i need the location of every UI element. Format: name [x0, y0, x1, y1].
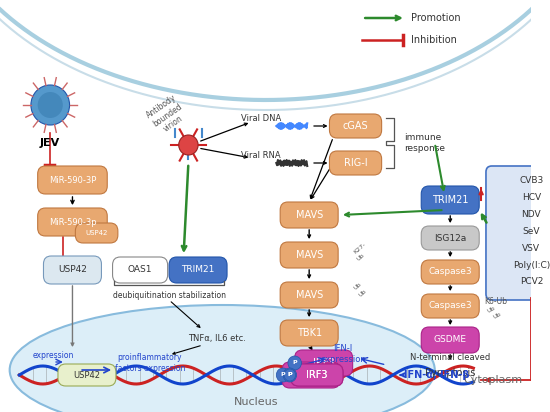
- FancyBboxPatch shape: [421, 327, 479, 353]
- Text: Inhibition: Inhibition: [411, 35, 456, 45]
- Text: RIG-I: RIG-I: [344, 158, 367, 168]
- Text: Poly(I:C): Poly(I:C): [513, 260, 550, 269]
- FancyBboxPatch shape: [113, 257, 168, 283]
- FancyBboxPatch shape: [75, 223, 118, 243]
- Text: USP42: USP42: [58, 265, 87, 274]
- Text: MAVS: MAVS: [295, 210, 323, 220]
- Text: P: P: [288, 372, 292, 377]
- Text: proinflammatory
factors expression: proinflammatory factors expression: [114, 353, 185, 373]
- Text: VSV: VSV: [522, 243, 540, 253]
- FancyBboxPatch shape: [38, 208, 107, 236]
- Text: TRIM21: TRIM21: [182, 265, 214, 274]
- Text: Cytoplasm: Cytoplasm: [463, 375, 522, 385]
- Text: cGAS: cGAS: [343, 121, 368, 131]
- Ellipse shape: [10, 305, 434, 412]
- FancyBboxPatch shape: [421, 294, 479, 318]
- Text: IFN-I
expression: IFN-I expression: [320, 344, 366, 364]
- Text: Ub: Ub: [355, 253, 365, 262]
- Circle shape: [38, 92, 63, 118]
- Text: IRF3: IRF3: [300, 370, 322, 380]
- Text: Ub: Ub: [353, 281, 362, 290]
- Text: OAS1: OAS1: [128, 265, 152, 274]
- Text: USP42: USP42: [74, 370, 101, 379]
- Text: Viral DNA: Viral DNA: [241, 113, 281, 122]
- FancyBboxPatch shape: [291, 364, 343, 386]
- Circle shape: [31, 85, 69, 125]
- Text: MAVS: MAVS: [295, 290, 323, 300]
- Circle shape: [288, 356, 301, 370]
- Text: JEV: JEV: [40, 138, 60, 148]
- FancyBboxPatch shape: [421, 226, 479, 250]
- Text: Nucleus: Nucleus: [234, 397, 278, 407]
- Text: ISG12a: ISG12a: [434, 234, 466, 243]
- Text: MiR-590-3P: MiR-590-3P: [49, 176, 96, 185]
- Text: TNFα, IL6 etc.: TNFα, IL6 etc.: [189, 333, 246, 342]
- FancyBboxPatch shape: [291, 364, 343, 386]
- FancyBboxPatch shape: [329, 151, 382, 175]
- Text: P: P: [293, 360, 297, 365]
- Text: deubiquitination stabilization: deubiquitination stabilization: [113, 290, 226, 300]
- FancyBboxPatch shape: [280, 320, 338, 346]
- FancyBboxPatch shape: [282, 362, 340, 388]
- FancyBboxPatch shape: [43, 256, 101, 284]
- Circle shape: [283, 368, 296, 382]
- Text: N-terminal cleaved: N-terminal cleaved: [410, 353, 491, 363]
- Text: PCV2: PCV2: [520, 278, 543, 286]
- Text: IRF3: IRF3: [313, 358, 334, 368]
- Text: NDV: NDV: [521, 209, 541, 218]
- Text: expression: expression: [32, 351, 74, 360]
- Text: Promotion: Promotion: [411, 13, 460, 23]
- Text: TRIM21: TRIM21: [432, 195, 469, 205]
- Text: Caspase3: Caspase3: [428, 302, 472, 311]
- Text: TBK1: TBK1: [296, 328, 322, 338]
- Circle shape: [276, 368, 290, 382]
- Text: SeV: SeV: [522, 227, 540, 236]
- FancyBboxPatch shape: [280, 242, 338, 268]
- Circle shape: [179, 135, 198, 155]
- Text: USP42: USP42: [85, 230, 108, 236]
- Text: Pyroptosis: Pyroptosis: [425, 368, 475, 378]
- Text: Ub: Ub: [493, 312, 503, 320]
- Text: IFN-α, IFN-β: IFN-α, IFN-β: [404, 370, 469, 380]
- Text: Antibody
bounded
virion: Antibody bounded virion: [145, 93, 190, 137]
- Text: GSDME: GSDME: [434, 335, 467, 344]
- FancyBboxPatch shape: [280, 202, 338, 228]
- FancyBboxPatch shape: [486, 166, 550, 300]
- Text: IRF3: IRF3: [306, 370, 328, 380]
- FancyBboxPatch shape: [421, 186, 479, 214]
- Text: P: P: [288, 372, 292, 377]
- Text: K27-: K27-: [353, 241, 367, 255]
- FancyBboxPatch shape: [421, 260, 479, 284]
- Text: IRF3: IRF3: [306, 370, 328, 380]
- Text: immune
response: immune response: [404, 133, 445, 153]
- Text: K6-Ub: K6-Ub: [484, 297, 507, 307]
- FancyBboxPatch shape: [58, 364, 116, 386]
- Circle shape: [284, 369, 296, 381]
- Text: Ub: Ub: [358, 288, 367, 297]
- FancyBboxPatch shape: [169, 257, 227, 283]
- Text: Viral RNA: Viral RNA: [241, 150, 280, 159]
- Text: Ub: Ub: [487, 306, 497, 314]
- Text: MiR-590-3p: MiR-590-3p: [48, 218, 96, 227]
- FancyBboxPatch shape: [38, 166, 107, 194]
- Text: Caspase3: Caspase3: [428, 267, 472, 276]
- Text: P: P: [280, 372, 285, 377]
- Text: MAVS: MAVS: [295, 250, 323, 260]
- Text: HCV: HCV: [522, 192, 541, 201]
- FancyBboxPatch shape: [295, 350, 353, 376]
- FancyBboxPatch shape: [280, 282, 338, 308]
- FancyBboxPatch shape: [329, 114, 382, 138]
- Text: CVB3: CVB3: [519, 176, 543, 185]
